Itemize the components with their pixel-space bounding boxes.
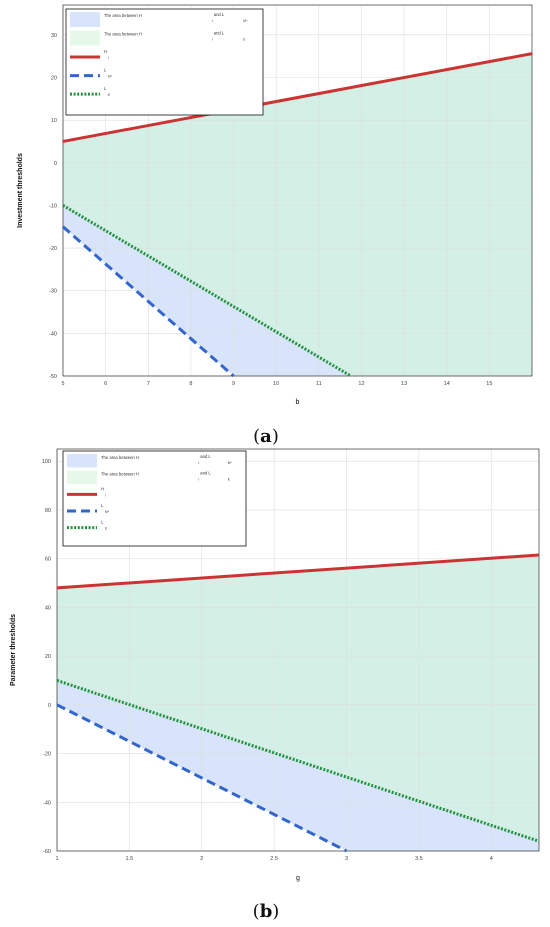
x-tick-label: 1.5 — [126, 856, 134, 862]
x-tick-label: 12 — [358, 381, 364, 387]
series-line-l-m — [62, 225, 235, 378]
legend-area-swatch — [70, 30, 100, 46]
legend-area-mid: and L — [214, 12, 225, 17]
x-tick-label: 2 — [200, 856, 203, 862]
series-line-l-m — [56, 703, 348, 853]
x-tick-label: 2.5 — [270, 856, 278, 862]
x-tick-label: 3.5 — [415, 856, 423, 862]
legend-series-name: L — [101, 520, 104, 525]
legend-area-sub2: M^ — [243, 19, 248, 23]
chart-panel-a: 5 6 7 8 9 10 11 12 13 14 15 30 20 10 0 -10 -20 -30 -40 -50 b… — [17, 4, 533, 406]
caption-b: (b) — [253, 901, 280, 922]
y-tick-label: 80 — [45, 508, 51, 514]
chart-panel-b: 1 1.5 2 2.5 3 3.5 4 100 80 60 40 20 0 -20 -40 -60 g Param… — [10, 448, 540, 882]
x-tick-label: 13 — [401, 381, 407, 387]
legend-series-sub: r — [105, 493, 107, 497]
caption-a: (a) — [253, 426, 279, 447]
region-between-le-and-lm — [57, 680, 539, 851]
legend-area-label: The area between H — [104, 32, 142, 37]
legend-area-label: The area between H — [104, 13, 142, 18]
x-tick-label: 1 — [55, 856, 58, 862]
caption-a-letter: a — [260, 426, 272, 447]
legend-series-sub: E — [105, 527, 107, 531]
region-between-h-and-le — [63, 53, 532, 376]
legend-area-label: The area between H — [101, 455, 139, 460]
series-line-h-r — [62, 52, 533, 143]
y-tick-label: -40 — [49, 331, 57, 337]
x-tick-label: 10 — [273, 381, 279, 387]
y-tick-label: -30 — [49, 289, 57, 295]
y-tick-label: 60 — [45, 557, 51, 563]
y-axis-label: Parameter thresholds — [10, 614, 17, 686]
legend-area-label: The area between H — [101, 472, 139, 477]
legend-series-name: H — [104, 49, 107, 54]
legend-series-name: L — [104, 86, 107, 91]
y-tick-label: 0 — [54, 161, 57, 167]
series-line-l-e — [56, 679, 540, 843]
y-tick-label: -60 — [43, 849, 51, 855]
legend-series-sub: r — [108, 56, 110, 60]
caption-a-open: ( — [253, 426, 260, 447]
legend-area-swatch — [67, 470, 97, 485]
y-tick-label: 20 — [51, 75, 57, 81]
legend-area-swatch — [67, 454, 97, 468]
x-tick-label: 4 — [490, 856, 493, 862]
series-line-l-e — [62, 204, 352, 378]
y-tick-label: 100 — [42, 459, 51, 465]
legend-area-sub1: r — [198, 461, 200, 465]
x-tick-label: 8 — [189, 381, 192, 387]
y-tick-label: -50 — [49, 374, 57, 380]
legend-area-sub2: E — [228, 478, 230, 482]
caption-b-close: ) — [272, 901, 279, 922]
legend-series-name: H — [101, 486, 104, 491]
legend-series-name: L — [101, 503, 104, 508]
x-tick-label: 11 — [316, 381, 322, 387]
legend-area-sub2: E — [243, 38, 245, 42]
y-axis-label: Investment thresholds — [17, 153, 24, 228]
legend-area-sub2: M^ — [228, 461, 233, 465]
legend-series-sub: M^ — [105, 510, 110, 514]
y-tick-label: -20 — [49, 246, 57, 252]
legend-series-sub: E — [108, 93, 110, 97]
y-tick-label: 0 — [48, 703, 51, 709]
x-tick-label: 9 — [232, 381, 235, 387]
caption-a-close: ) — [272, 426, 279, 447]
region-between-h-and-le — [57, 554, 539, 842]
x-tick-label: 7 — [147, 381, 150, 387]
x-tick-label: 14 — [444, 381, 450, 387]
x-axis-label: b — [296, 399, 300, 406]
legend-area-mid: and L — [214, 31, 225, 36]
y-tick-label: 10 — [51, 118, 57, 124]
legend-area-sub1: r — [212, 38, 214, 42]
y-tick-label: 40 — [45, 605, 51, 611]
y-tick-label: -40 — [43, 800, 51, 806]
plot-frame — [56, 448, 540, 852]
y-tick-label: 20 — [45, 654, 51, 660]
plot-frame — [62, 4, 533, 377]
legend-series-name: L — [104, 68, 107, 73]
x-tick-label: 5 — [61, 381, 64, 387]
legend-area-mid: and L — [200, 454, 211, 459]
x-tick-label: 3 — [345, 856, 348, 862]
caption-b-letter: b — [260, 901, 273, 922]
legend-series-sub: M^ — [108, 75, 113, 79]
x-tick-label: 15 — [486, 381, 492, 387]
x-axis-label: g — [296, 875, 300, 882]
legend-area-sub1: r — [212, 19, 214, 23]
y-tick-label: 30 — [51, 33, 57, 39]
caption-b-open: ( — [253, 901, 260, 922]
legend-area-sub1: r — [198, 478, 200, 482]
y-tick-label: -10 — [49, 203, 57, 209]
x-tick-label: 6 — [104, 381, 107, 387]
y-tick-label: -20 — [43, 752, 51, 758]
legend-area-mid: and L — [200, 471, 211, 476]
series-line-h-r — [56, 553, 540, 590]
legend-area-swatch — [70, 12, 100, 28]
